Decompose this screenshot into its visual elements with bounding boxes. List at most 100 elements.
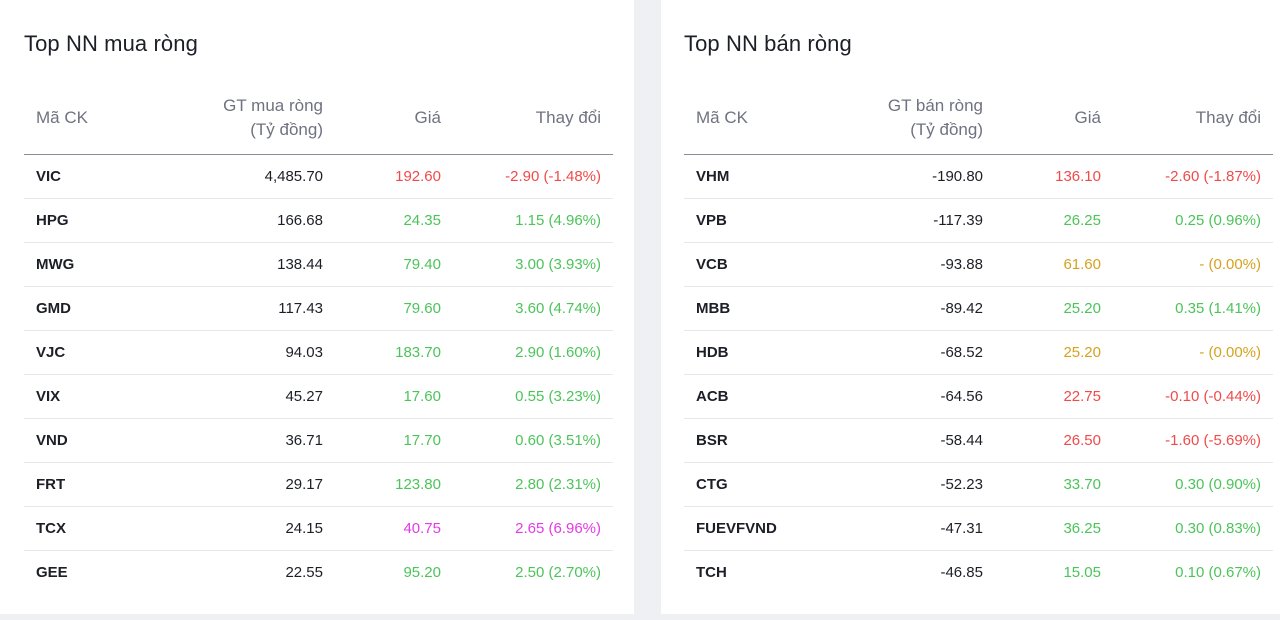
column-header-price[interactable]: Giá: [995, 82, 1113, 155]
stock-symbol[interactable]: TCX: [24, 506, 189, 551]
column-header-symbol[interactable]: Mã CK: [684, 82, 849, 155]
table-row[interactable]: VHM -190.80 136.10 -2.60 (-1.87%): [684, 154, 1273, 199]
net-value: -93.88: [849, 242, 995, 287]
price: 61.60: [995, 242, 1113, 287]
table-row[interactable]: MWG 138.44 79.40 3.00 (3.93%): [24, 242, 613, 287]
stock-symbol[interactable]: MWG: [24, 242, 189, 287]
price: 79.60: [335, 286, 453, 331]
net-value: 45.27: [189, 374, 335, 419]
stock-symbol[interactable]: VND: [24, 418, 189, 463]
price: 136.10: [995, 154, 1113, 199]
panel-title: Top NN mua ròng: [24, 31, 198, 56]
price-change: 3.60 (4.74%): [453, 286, 613, 331]
table-header-row: Mã CK GT bán ròng (Tỷ đồng) Giá Thay đổi: [684, 82, 1273, 155]
price: 26.50: [995, 418, 1113, 463]
header-line: GT mua ròng: [223, 96, 323, 115]
table-row[interactable]: CTG -52.23 33.70 0.30 (0.90%): [684, 462, 1273, 507]
column-header-change[interactable]: Thay đổi: [1113, 82, 1273, 155]
price-change: -2.90 (-1.48%): [453, 154, 613, 199]
column-header-change[interactable]: Thay đổi: [453, 82, 613, 155]
top-foreign-net-buy-panel: Top NN mua ròng Mã CK GT mua ròng (Tỷ đồ…: [0, 0, 634, 614]
stock-symbol[interactable]: VIC: [24, 154, 189, 199]
table-row[interactable]: VND 36.71 17.70 0.60 (3.51%): [24, 418, 613, 463]
price-change: - (0.00%): [1113, 242, 1273, 287]
table-header-row: Mã CK GT mua ròng (Tỷ đồng) Giá Thay đổi: [24, 82, 613, 155]
stock-symbol[interactable]: GEE: [36, 564, 68, 581]
stock-symbol[interactable]: HDB: [684, 330, 849, 375]
price-change: 3.00 (3.93%): [453, 242, 613, 287]
stock-symbol[interactable]: ACB: [684, 374, 849, 419]
stock-symbol[interactable]: VPB: [684, 198, 849, 243]
price: 183.70: [335, 330, 453, 375]
price: 17.60: [335, 374, 453, 419]
net-value: -89.42: [849, 286, 995, 331]
stock-symbol[interactable]: FUEVFVND: [684, 506, 849, 551]
net-value: -68.52: [849, 330, 995, 375]
price-change: 0.35 (1.41%): [1113, 286, 1273, 331]
net-value: 4,485.70: [189, 154, 335, 199]
price-change: -0.10 (-0.44%): [1113, 374, 1273, 419]
net-value: -47.31: [849, 506, 995, 551]
price-change: -2.60 (-1.87%): [1113, 154, 1273, 199]
price-change: 2.90 (1.60%): [453, 330, 613, 375]
table-row[interactable]: TCX 24.15 40.75 2.65 (6.96%): [24, 506, 613, 551]
price: 26.25: [995, 198, 1113, 243]
table-row[interactable]: GEE 22.55 95.20 2.50 (2.70%): [24, 551, 613, 595]
stock-symbol[interactable]: CTG: [684, 462, 849, 507]
header-unit: (Tỷ đồng): [910, 120, 983, 139]
stock-symbol[interactable]: HPG: [24, 198, 189, 243]
price: 40.75: [335, 506, 453, 551]
net-value: 24.15: [189, 506, 335, 551]
table-row[interactable]: BSR -58.44 26.50 -1.60 (-5.69%): [684, 418, 1273, 463]
panel-title: Top NN bán ròng: [684, 31, 852, 56]
column-header-net-buy-value[interactable]: GT mua ròng (Tỷ đồng): [189, 82, 335, 155]
net-value: 166.68: [189, 198, 335, 243]
price: 25.20: [995, 286, 1113, 331]
price-change: 0.30 (0.83%): [1113, 506, 1273, 551]
stock-symbol[interactable]: BSR: [684, 418, 849, 463]
price-change: 0.10 (0.67%): [1175, 564, 1261, 581]
table-row[interactable]: VIX 45.27 17.60 0.55 (3.23%): [24, 374, 613, 419]
table-row[interactable]: ACB -64.56 22.75 -0.10 (-0.44%): [684, 374, 1273, 419]
price: 95.20: [403, 564, 441, 581]
stock-symbol[interactable]: GMD: [24, 286, 189, 331]
table-row[interactable]: VJC 94.03 183.70 2.90 (1.60%): [24, 330, 613, 375]
net-value: 36.71: [189, 418, 335, 463]
price-change: 0.30 (0.90%): [1113, 462, 1273, 507]
table-row[interactable]: VCB -93.88 61.60- (0.00%): [684, 242, 1273, 287]
net-value: -46.85: [940, 564, 983, 581]
stock-symbol[interactable]: VIX: [24, 374, 189, 419]
price: 22.75: [995, 374, 1113, 419]
column-header-price[interactable]: Giá: [335, 82, 453, 155]
table-row[interactable]: FUEVFVND -47.31 36.25 0.30 (0.83%): [684, 506, 1273, 551]
table-row[interactable]: MBB -89.42 25.20 0.35 (1.41%): [684, 286, 1273, 331]
stock-symbol[interactable]: FRT: [24, 462, 189, 507]
net-value: -58.44: [849, 418, 995, 463]
table-row[interactable]: VPB -117.39 26.25 0.25 (0.96%): [684, 198, 1273, 243]
header-line: GT bán ròng: [887, 96, 983, 115]
table-row[interactable]: HDB -68.52 25.20- (0.00%): [684, 330, 1273, 375]
price-change: 2.50 (2.70%): [515, 564, 601, 581]
column-header-symbol[interactable]: Mã CK: [24, 82, 189, 155]
price: 17.70: [335, 418, 453, 463]
net-value: 138.44: [189, 242, 335, 287]
stock-symbol[interactable]: VHM: [684, 154, 849, 199]
table-row[interactable]: HPG 166.68 24.35 1.15 (4.96%): [24, 198, 613, 243]
stock-symbol[interactable]: VJC: [24, 330, 189, 375]
net-value: 94.03: [189, 330, 335, 375]
stock-symbol[interactable]: MBB: [684, 286, 849, 331]
net-buy-table: Mã CK GT mua ròng (Tỷ đồng) Giá Thay đổi…: [24, 82, 613, 594]
net-value: 22.55: [285, 564, 323, 581]
table-row[interactable]: TCH -46.85 15.05 0.10 (0.67%): [684, 551, 1273, 595]
stock-symbol[interactable]: VCB: [684, 242, 849, 287]
net-value: -52.23: [849, 462, 995, 507]
table-row[interactable]: VIC 4,485.70 192.60 -2.90 (-1.48%): [24, 154, 613, 199]
price: 79.40: [335, 242, 453, 287]
column-header-net-sell-value[interactable]: GT bán ròng (Tỷ đồng): [849, 82, 995, 155]
net-value: -64.56: [849, 374, 995, 419]
stock-symbol[interactable]: TCH: [696, 564, 727, 581]
net-value: 29.17: [189, 462, 335, 507]
table-row[interactable]: GMD 117.43 79.60 3.60 (4.74%): [24, 286, 613, 331]
price: 33.70: [995, 462, 1113, 507]
table-row[interactable]: FRT 29.17 123.80 2.80 (2.31%): [24, 462, 613, 507]
